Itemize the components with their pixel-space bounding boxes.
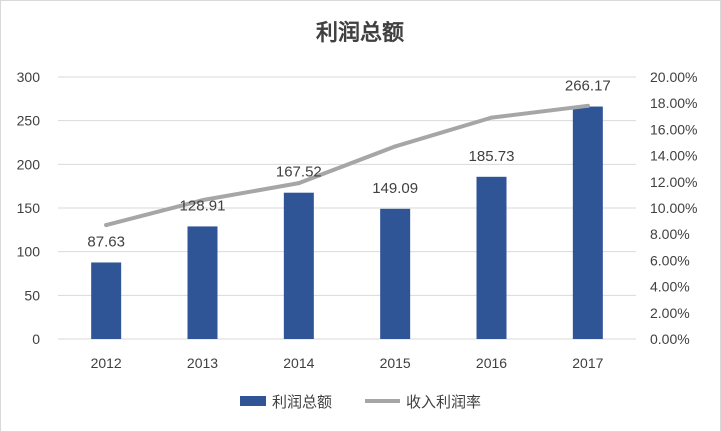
- x-tick-label: 2017: [572, 355, 603, 371]
- x-tick-label: 2016: [476, 355, 507, 371]
- line-point: [200, 198, 205, 203]
- left-tick-label: 250: [17, 113, 41, 129]
- bar-data-labels: 87.63 128.91 167.52 149.09 185.73 266.17: [87, 78, 610, 251]
- right-tick-label: 20.00%: [650, 69, 697, 85]
- line-point: [393, 144, 398, 149]
- legend-swatch-profit: [240, 396, 266, 406]
- line-point: [296, 181, 301, 186]
- left-tick-label: 100: [17, 244, 41, 260]
- right-tick-label: 0.00%: [650, 331, 690, 347]
- bar-data-label: 167.52: [276, 164, 322, 181]
- left-tick-label: 0: [32, 331, 40, 347]
- line-point: [585, 103, 590, 108]
- right-tick-label: 8.00%: [650, 226, 690, 242]
- x-tick-label: 2012: [91, 355, 122, 371]
- x-axis-ticks: 2012 2013 2014 2015 2016 2017: [91, 355, 604, 371]
- bar-data-label: 266.17: [565, 78, 611, 95]
- bar-data-label: 185.73: [469, 148, 515, 165]
- left-tick-label: 50: [24, 287, 40, 303]
- bar: [187, 226, 218, 339]
- right-tick-label: 2.00%: [650, 305, 690, 321]
- bar-data-label: 87.63: [87, 233, 125, 250]
- line-point: [104, 223, 109, 228]
- gridlines: [58, 76, 636, 340]
- right-tick-label: 4.00%: [650, 279, 690, 295]
- bar: [380, 208, 411, 339]
- left-tick-label: 200: [17, 156, 41, 172]
- line-series: [104, 103, 590, 228]
- bar-series: [91, 106, 603, 340]
- bar-data-label: 149.09: [372, 180, 418, 197]
- x-tick-label: 2013: [187, 355, 218, 371]
- right-axis-ticks: 0.00% 2.00% 4.00% 6.00% 8.00% 10.00% 12.00% 14.…: [650, 69, 697, 347]
- legend-label-profit: 利润总额: [272, 393, 332, 411]
- bar: [91, 262, 122, 339]
- right-tick-label: 6.00%: [650, 252, 690, 268]
- bar: [476, 176, 507, 339]
- right-tick-label: 14.00%: [650, 148, 697, 164]
- chart-title: 利润总额: [316, 20, 404, 46]
- right-tick-label: 16.00%: [650, 121, 697, 137]
- right-tick-label: 18.00%: [650, 95, 697, 111]
- left-axis-ticks: 0 50 100 150 200 250 300: [17, 69, 41, 347]
- left-tick-label: 150: [17, 200, 41, 216]
- bar: [572, 106, 603, 340]
- bar: [283, 192, 314, 339]
- line-point: [489, 115, 494, 120]
- left-tick-label: 300: [17, 69, 41, 85]
- legend-label-margin: 收入利润率: [406, 393, 481, 411]
- x-tick-label: 2014: [283, 355, 314, 371]
- legend: 利润总额 收入利润率: [240, 393, 481, 411]
- bar-data-label: 128.91: [180, 197, 226, 214]
- right-tick-label: 12.00%: [650, 174, 697, 190]
- margin-line: [104, 103, 590, 228]
- right-tick-label: 10.00%: [650, 200, 697, 216]
- x-tick-label: 2015: [380, 355, 411, 371]
